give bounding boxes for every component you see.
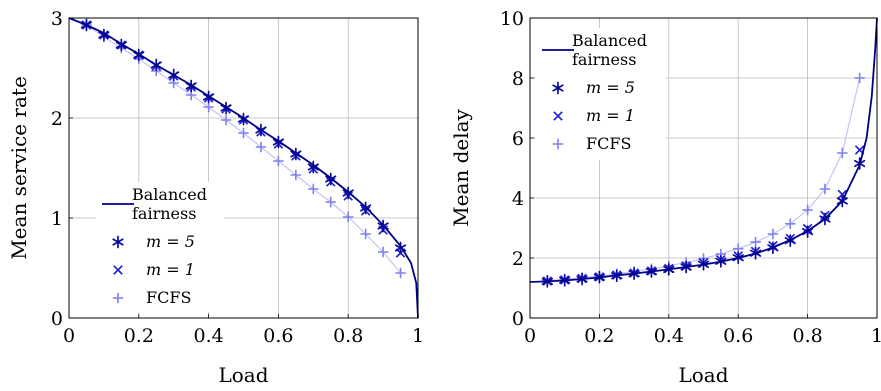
fcfs-point <box>819 183 831 195</box>
y-axis-label: Mean service rate <box>7 76 31 260</box>
y-tick-label: 0 <box>51 308 63 330</box>
x-tick-label: 0.6 <box>723 325 753 347</box>
legend-m5-marker-stroke <box>112 238 124 246</box>
legend-m1-label: m = 1 <box>146 260 195 279</box>
legend-m1-label: m = 1 <box>586 106 635 125</box>
x-tick-label: 0.8 <box>333 325 363 347</box>
fcfs-point <box>220 114 232 126</box>
fcfs-point <box>767 228 779 240</box>
fcfs-point <box>203 101 214 113</box>
balanced-fairness-line <box>68 17 419 319</box>
y-tick-label: 1 <box>51 208 63 230</box>
legend-fcfs-marker <box>552 138 564 150</box>
legend-m5-label: m = 5 <box>146 232 195 251</box>
x-tick-label: 0.4 <box>654 325 684 347</box>
legend-fcfs-label: FCFS <box>586 134 631 153</box>
fcfs-point <box>854 72 865 84</box>
x-axis-label: Load <box>678 363 728 387</box>
fcfs-point <box>360 228 371 240</box>
y-tick-label: 0 <box>512 308 524 330</box>
legend-m5-marker-stroke <box>552 84 564 92</box>
legend-bf-label-1: Balanced <box>132 185 207 204</box>
legend-m5-marker <box>112 235 124 249</box>
fcfs-point <box>238 127 249 139</box>
m5-point <box>307 160 319 174</box>
legend-bf-label-2: fairness <box>572 50 636 69</box>
balanced-fairness-line <box>529 17 878 283</box>
y-tick-label: 6 <box>512 128 524 150</box>
x-tick-label: 0.2 <box>124 325 154 347</box>
service-rate-chart: 0 0.2 0.4 0.6 0.8 1 0 1 2 3 Load Mean service rate B… <box>7 8 424 387</box>
y-tick-label: 2 <box>51 108 63 130</box>
m5-series <box>541 157 866 288</box>
x-tick-label: 1 <box>412 325 424 347</box>
x-tick-label: 0.8 <box>792 325 822 347</box>
y-tick-label: 2 <box>512 248 524 270</box>
x-tick-label: 1 <box>871 325 881 347</box>
x-tick-label: 0.4 <box>193 325 223 347</box>
fcfs-point <box>802 204 813 216</box>
m5-point-stroke <box>98 31 110 39</box>
fcfs-point <box>395 267 406 279</box>
legend-m1-marker <box>553 111 563 121</box>
y-tick-label: 4 <box>512 188 524 210</box>
legend-bf-label-1: Balanced <box>572 31 647 50</box>
fcfs-point <box>343 211 354 223</box>
fcfs-point <box>255 141 267 153</box>
legend-m5-marker <box>552 81 564 95</box>
x-tick-label: 0 <box>63 325 75 347</box>
fcfs-point <box>308 183 319 195</box>
legend-m1-marker <box>113 265 123 275</box>
fcfs-point <box>325 196 336 208</box>
fcfs-point <box>785 218 796 229</box>
fcfs-point <box>377 246 389 258</box>
fcfs-point <box>750 236 761 248</box>
legend-fcfs-label: FCFS <box>146 288 191 307</box>
legend-m5-label: m = 5 <box>586 78 635 97</box>
y-tick-label: 8 <box>512 68 524 90</box>
y-tick-label: 10 <box>500 8 524 30</box>
y-axis-label: Mean delay <box>449 108 473 226</box>
fcfs-point <box>837 147 848 159</box>
x-tick-label: 0.6 <box>263 325 293 347</box>
fcfs-point <box>273 155 284 167</box>
fcfs-point <box>290 169 302 181</box>
legend-bf-label-2: fairness <box>132 204 196 223</box>
legend-fcfs-marker <box>112 292 124 304</box>
plot-frame <box>68 17 419 319</box>
x-tick-label: 0 <box>524 325 536 347</box>
x-axis-label: Load <box>218 363 268 387</box>
m5-point <box>98 28 110 42</box>
m5-point-stroke <box>307 163 319 171</box>
plot-frame <box>529 17 878 319</box>
y-tick-label: 3 <box>51 8 63 30</box>
x-tick-label: 0.2 <box>584 325 614 347</box>
